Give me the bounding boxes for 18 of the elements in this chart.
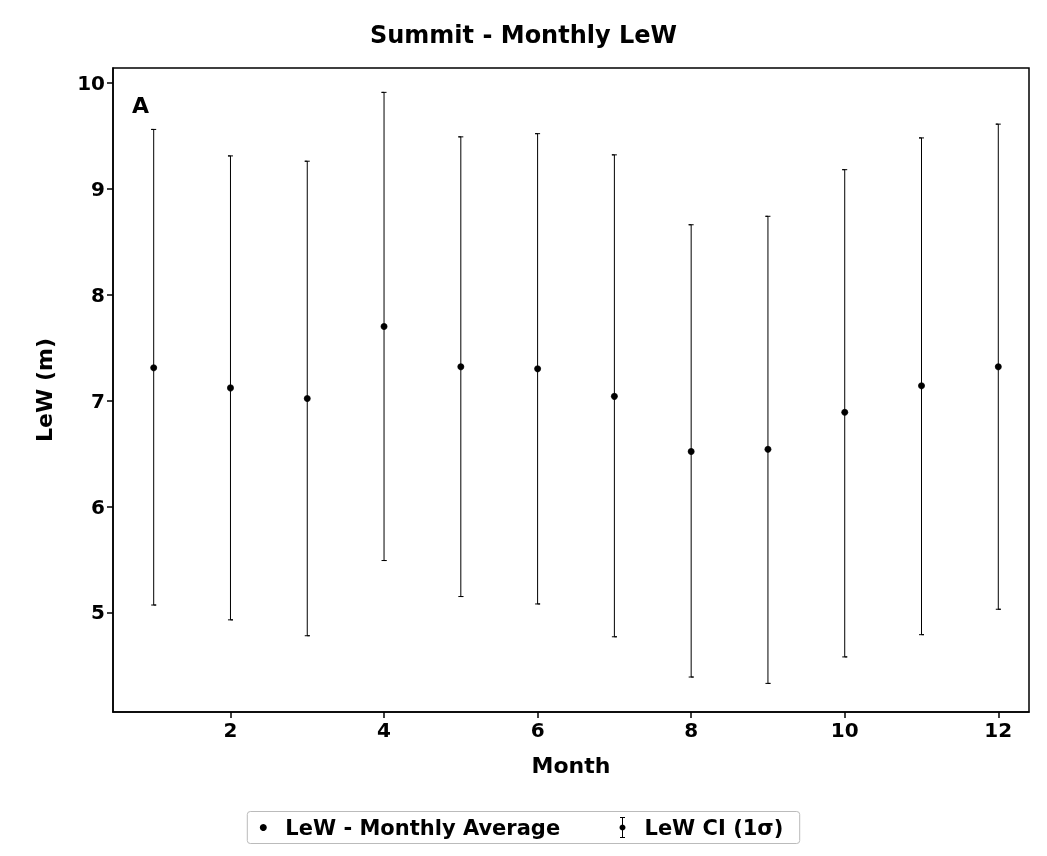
legend-label: LeW CI (1σ) (644, 815, 784, 840)
y-tick-label: 9 (91, 176, 105, 201)
x-tick-label: 2 (223, 718, 238, 742)
x-tick-label: 8 (684, 718, 699, 742)
y-tick-label: 5 (91, 600, 105, 625)
y-tick-label: 8 (91, 282, 105, 307)
y-tick-label: 6 (91, 494, 105, 519)
x-tick-label: 10 (830, 718, 859, 742)
y-tick-label: 7 (91, 388, 105, 413)
annotation: A (132, 92, 150, 118)
x-tick-label: 12 (984, 718, 1013, 742)
legend-label: LeW - Monthly Average (285, 815, 561, 840)
y-tick-label: 10 (77, 70, 105, 95)
chart-title: Summit - Monthly LeW (369, 21, 678, 49)
x-tick-label: 6 (530, 718, 545, 742)
x-tick-label: 4 (377, 718, 391, 742)
y-axis-title: LeW (m) (31, 338, 57, 442)
x-axis-title: Month (531, 752, 611, 778)
